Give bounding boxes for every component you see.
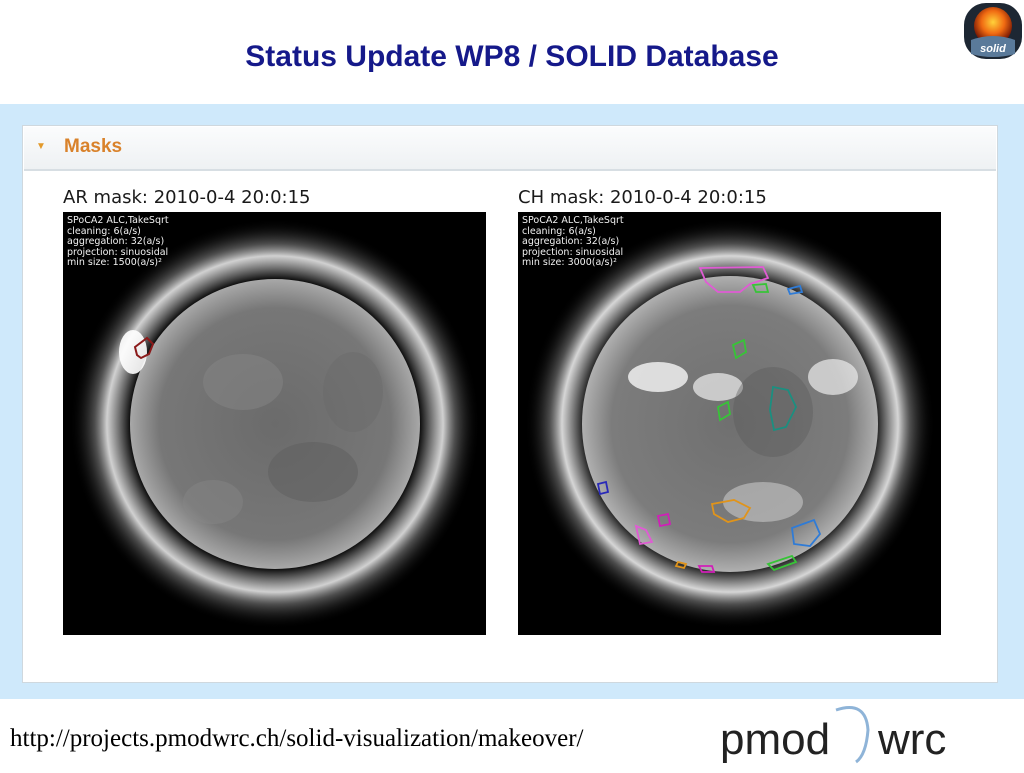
ch-mask-metadata: SPoCA2 ALC,TakeSqrt cleaning: 6(a/s) agg… (522, 215, 624, 268)
ar-mask-image: SPoCA2 ALC,TakeSqrt cleaning: 6(a/s) agg… (63, 212, 486, 635)
pmod-wrc-logo: pmod wrc (716, 700, 1016, 768)
ch-mask-title: CH mask: 2010-0-4 20:0:15 (518, 187, 767, 208)
ar-mask-metadata: SPoCA2 ALC,TakeSqrt cleaning: 6(a/s) agg… (67, 215, 169, 268)
collapse-arrow-icon[interactable]: ▼ (36, 141, 46, 152)
source-url-link[interactable]: http://projects.pmodwrc.ch/solid-visuali… (10, 725, 584, 752)
svg-text:pmod: pmod (720, 715, 830, 764)
ch-mask-image: SPoCA2 ALC,TakeSqrt cleaning: 6(a/s) agg… (518, 212, 941, 635)
solid-logo: solid (963, 2, 1023, 60)
svg-text:wrc: wrc (877, 715, 946, 764)
ar-mask-title: AR mask: 2010-0-4 20:0:15 (63, 187, 311, 208)
masks-section-label: Masks (64, 136, 123, 157)
ar-contour (133, 336, 155, 360)
slide-title: Status Update WP8 / SOLID Database (245, 40, 779, 73)
masks-section-header[interactable]: ▼ Masks (24, 127, 996, 171)
solid-logo-text: solid (980, 43, 1006, 55)
